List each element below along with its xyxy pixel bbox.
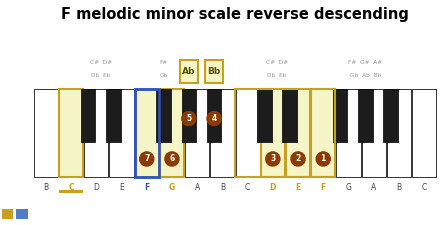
Text: Db  Eb: Db Eb [91,72,110,78]
Text: A: A [194,183,200,192]
Text: 6: 6 [169,155,175,164]
Bar [286,89,310,177]
Text: Bb: Bb [207,67,221,76]
Text: C#  D#: C# D# [266,60,288,65]
Bar [210,89,235,177]
Circle shape [207,111,221,126]
Text: B: B [396,183,401,192]
Text: basicmusictheory.com: basicmusictheory.com [12,81,18,135]
Text: C: C [68,183,74,192]
Text: G: G [169,183,175,192]
Bar [358,89,373,142]
Circle shape [139,152,154,166]
Text: A: A [371,183,376,192]
Text: 3: 3 [270,155,275,164]
Text: 7: 7 [144,155,150,164]
Bar [282,89,297,142]
Bar [185,89,209,177]
Circle shape [266,152,280,166]
Circle shape [316,152,330,166]
Text: E: E [119,183,124,192]
Bar [110,89,134,177]
Bar [261,89,285,177]
Bar [135,89,159,177]
Bar [362,89,386,177]
Bar [336,89,361,177]
Circle shape [291,152,305,166]
Bar [106,89,121,142]
Bar [311,89,335,177]
Text: B: B [220,183,225,192]
Text: Db  Eb: Db Eb [268,72,287,78]
Bar [135,89,159,177]
Text: F melodic minor scale reverse descending: F melodic minor scale reverse descending [61,7,409,22]
Bar [387,89,411,177]
Text: F#: F# [160,60,168,65]
Bar [59,190,83,193]
Text: B: B [43,183,48,192]
Bar [412,89,436,177]
Text: F: F [144,183,149,192]
Bar [84,89,108,177]
Text: E: E [295,183,301,192]
Circle shape [182,111,196,126]
Text: Ab: Ab [182,67,195,76]
Bar [2,209,13,219]
Bar [257,89,272,142]
Text: Gb  Ab  Bb: Gb Ab Bb [350,72,381,78]
Text: C#  D#: C# D# [89,60,112,65]
FancyBboxPatch shape [205,60,223,83]
Text: 1: 1 [321,155,326,164]
Text: 4: 4 [212,114,216,123]
Bar [156,89,171,142]
Text: C: C [422,183,427,192]
Text: Gb: Gb [159,72,168,78]
Text: D: D [270,183,276,192]
Text: C: C [245,183,250,192]
Bar [59,89,83,177]
Text: F#  G#  A#: F# G# A# [348,60,382,65]
Bar [34,89,58,177]
Bar [333,89,348,142]
Bar [235,89,260,177]
Bar [207,89,221,142]
Bar [383,89,398,142]
Bar [235,89,335,177]
Text: 5: 5 [186,114,191,123]
Text: G: G [345,183,352,192]
FancyBboxPatch shape [180,60,198,83]
Bar [160,89,184,177]
Bar [182,89,196,142]
Text: F: F [321,183,326,192]
Circle shape [165,152,179,166]
Bar [16,209,28,219]
Text: 2: 2 [295,155,301,164]
Bar [81,89,95,142]
Text: D: D [93,183,99,192]
